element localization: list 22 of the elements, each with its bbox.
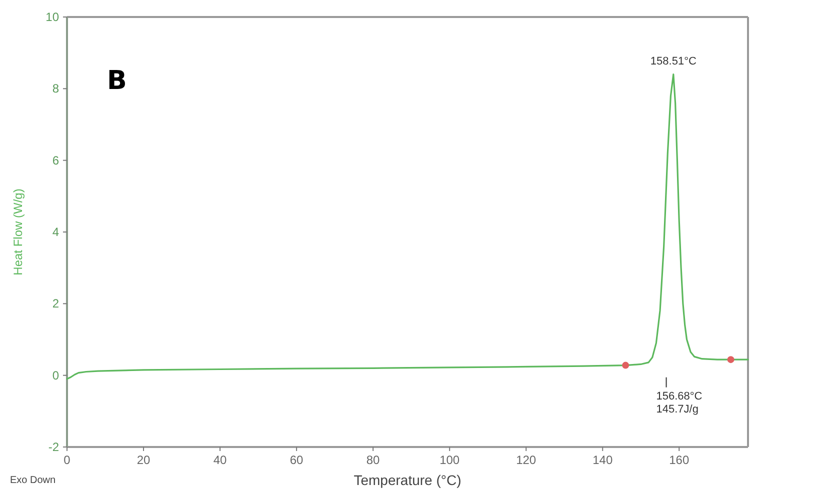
y-tick-label: 2	[52, 296, 60, 311]
text: Exo Down	[10, 475, 56, 486]
y-tick-label: 6	[52, 153, 60, 168]
x-tick-label: 80	[366, 453, 380, 467]
x-axis-title: Temperature (°C)	[354, 472, 462, 488]
y-tick-label: 8	[52, 82, 60, 96]
annotation: 156.68°C 145.7J/g	[656, 390, 702, 416]
annotation: 158.51°C	[650, 55, 696, 68]
y-tick-label: -2	[48, 440, 60, 454]
y-tick-label: 0	[52, 368, 60, 382]
x-tick-label: 120	[516, 453, 536, 467]
x-tick-label: 160	[669, 453, 690, 467]
x-tick-label: 20	[136, 453, 151, 467]
y-axis-title: Heat Flow (W/g)	[11, 188, 25, 276]
y-tick-label: 4	[52, 225, 60, 239]
annotation: B	[107, 66, 127, 96]
x-tick-label: 0	[64, 453, 71, 467]
x-tick-label: 60	[290, 453, 304, 467]
x-tick-label: 40	[213, 453, 228, 467]
x-tick-label: 140	[592, 453, 613, 467]
y-tick-label: 10	[46, 10, 60, 24]
x-tick-label: 100	[440, 453, 460, 467]
